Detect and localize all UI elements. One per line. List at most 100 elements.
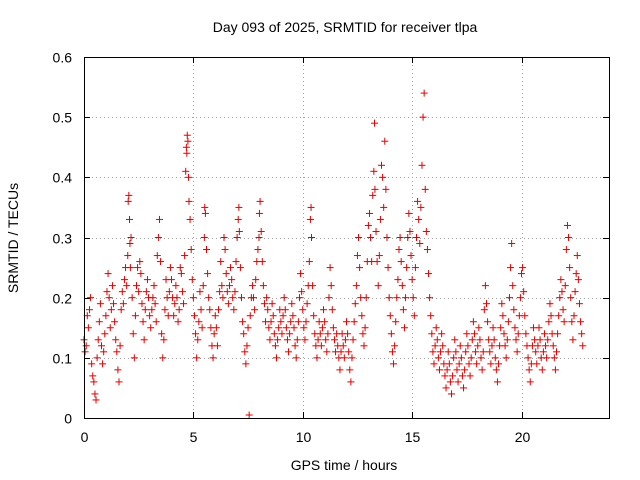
data-point: [84, 324, 92, 332]
data-point: [310, 312, 318, 320]
data-point: [388, 348, 396, 356]
data-point: [542, 342, 550, 350]
data-point: [393, 294, 401, 302]
data-point: [463, 330, 471, 338]
data-point: [348, 354, 356, 362]
data-point: [279, 312, 287, 320]
data-point: [221, 246, 229, 254]
data-point: [141, 306, 149, 314]
data-point: [177, 270, 185, 278]
data-point: [189, 294, 197, 302]
data-point: [293, 336, 301, 344]
data-point: [308, 234, 315, 241]
data-point: [305, 258, 313, 266]
data-point: [455, 360, 463, 368]
data-point: [416, 240, 424, 248]
data-point: [572, 270, 580, 278]
data-point: [235, 203, 243, 211]
data-point: [329, 324, 337, 332]
data-point: [560, 318, 568, 326]
data-point: [526, 378, 534, 386]
data-point: [450, 354, 458, 362]
data-point: [487, 360, 495, 368]
data-point: [554, 330, 562, 338]
data-point: [320, 306, 328, 314]
data-point: [178, 288, 186, 296]
data-point: [200, 234, 208, 241]
data-point: [126, 215, 133, 223]
data-point: [571, 288, 579, 296]
data-point: [256, 197, 264, 205]
data-point: [425, 270, 433, 278]
data-point: [172, 282, 180, 290]
data-point: [507, 264, 515, 272]
x-tick-label: 15: [405, 429, 421, 445]
data-point: [131, 312, 139, 320]
data-point: [318, 324, 326, 332]
data-point: [325, 294, 333, 302]
data-point: [461, 366, 469, 374]
data-point: [543, 354, 551, 362]
data-point: [300, 324, 308, 332]
data-point: [532, 348, 540, 356]
data-point: [567, 294, 575, 302]
data-point: [314, 336, 322, 344]
x-tick-label: 0: [81, 429, 89, 445]
data-point: [130, 354, 138, 362]
data-point: [186, 215, 194, 223]
data-point: [516, 294, 524, 302]
data-point: [575, 300, 583, 308]
data-point: [129, 330, 137, 338]
data-point: [82, 342, 90, 350]
data-point: [379, 173, 387, 181]
y-axis-label: SRMTID / TECUs: [5, 183, 21, 293]
data-point: [427, 312, 435, 320]
data-point: [104, 270, 112, 278]
data-point: [391, 342, 399, 350]
data-point: [570, 312, 578, 320]
data-point: [267, 318, 275, 326]
data-point: [150, 282, 158, 290]
data-point: [395, 246, 403, 254]
data-point: [289, 312, 297, 320]
data-point: [324, 330, 332, 338]
data-point: [215, 306, 223, 314]
data-point: [568, 318, 576, 326]
data-point: [500, 330, 508, 338]
data-point: [561, 282, 569, 290]
data-point: [114, 366, 122, 374]
data-point: [374, 282, 382, 290]
data-point: [96, 300, 104, 308]
data-point: [559, 306, 567, 314]
data-point: [372, 227, 380, 235]
data-point: [429, 348, 437, 356]
data-point: [255, 209, 263, 217]
data-point: [490, 336, 498, 344]
data-point: [513, 348, 521, 356]
data-point: [392, 318, 400, 326]
data-point: [242, 360, 250, 368]
data-point: [219, 294, 227, 302]
data-point: [238, 294, 245, 302]
data-point: [578, 330, 586, 338]
data-point: [423, 246, 431, 254]
data-point: [511, 324, 519, 332]
data-point: [370, 167, 378, 175]
data-point: [152, 318, 160, 326]
data-point: [85, 306, 93, 314]
data-point: [205, 294, 213, 302]
data-point: [176, 264, 184, 272]
data-point: [119, 300, 127, 308]
data-point: [292, 354, 300, 362]
data-point: [503, 336, 511, 344]
data-point: [414, 197, 422, 205]
data-point: [235, 227, 243, 235]
data-point: [218, 282, 226, 290]
data-point: [269, 312, 277, 320]
data-point: [484, 318, 492, 326]
data-point: [222, 270, 230, 278]
data-point: [512, 336, 520, 344]
data-point: [457, 354, 465, 362]
data-point: [551, 366, 559, 374]
data-point: [411, 264, 419, 272]
